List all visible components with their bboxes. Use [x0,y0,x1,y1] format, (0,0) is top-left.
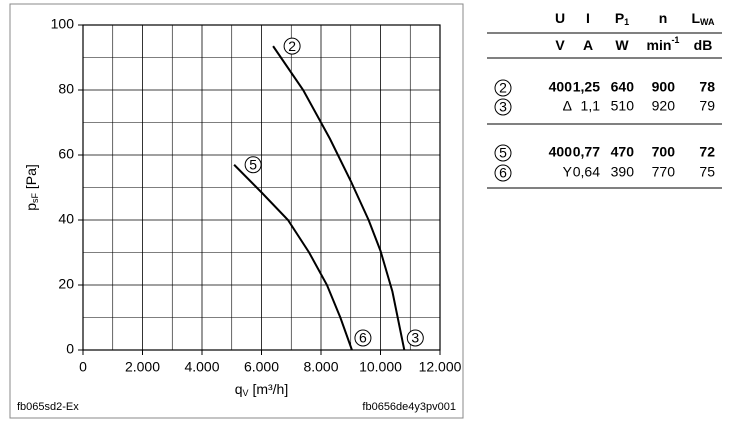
table-cell: 0,77 [573,144,600,160]
table-cell: 78 [699,79,715,95]
x-tick-label: 6.000 [244,359,279,375]
table-header: U [555,10,565,26]
y-tick-label: 80 [58,81,74,97]
header-main: W [615,37,629,53]
curve-marker [283,37,301,55]
table-header: I [586,10,590,26]
header-main: P [615,10,624,26]
y-tick-label: 40 [58,211,74,227]
curve-label: 6 [359,330,367,346]
table-cell: 470 [611,144,635,160]
header-main: A [583,37,593,53]
table-cell: 1,1 [581,98,601,114]
footnote: fb065sd2-Ex [17,401,79,413]
table-cell: 770 [652,164,676,180]
x-axis-label-rest: [m³/h] [249,381,289,397]
curve-label: 2 [288,38,296,54]
header-sub: 1 [624,17,629,27]
header-main: dB [694,37,713,53]
table-header: P1 [615,10,629,28]
x-tick-label: 10.000 [359,359,402,375]
row-label: 3 [499,99,507,115]
y-axis-label-rest: [Pa] [23,164,39,193]
header-sub: -1 [671,35,679,45]
y-tick-label: 0 [66,341,74,357]
table-cell: 510 [611,98,635,114]
header-main: min [647,37,672,53]
table-header: min-1 [647,35,680,52]
x-tick-label: 12.000 [419,359,462,375]
table-cell: 920 [652,98,676,114]
y-tick-label: 20 [58,276,74,292]
x-axis-label-sub: V [243,388,249,398]
table-cell: 79 [699,98,715,114]
y-axis-label-main: p [23,203,39,211]
x-axis-label: qV [m³/h] [235,381,288,399]
header-main: U [555,10,565,26]
y-tick-label: 60 [58,146,74,162]
table-cell: 1,25 [573,79,600,95]
table-cell: 400 [549,144,573,160]
row-marker [494,79,512,97]
table-header: dB [694,37,713,53]
table-header: W [615,37,629,53]
table-cell: 700 [652,144,676,160]
x-tick-label: 8.000 [303,359,338,375]
table-cell: Δ [563,98,572,114]
y-tick-label: 100 [51,16,75,32]
curve [272,45,406,351]
curve-marker [354,329,372,347]
table-header: V [555,37,565,53]
x-tick-label: 0 [79,359,87,375]
table-cell: 72 [699,144,715,160]
header-main: V [555,37,565,53]
header-main: I [586,10,590,26]
curve-marker [244,156,262,174]
table-cell: Y [563,164,573,180]
y-axis-label: psF [Pa] [23,164,41,211]
curve-marker [406,329,424,347]
row-marker [494,144,512,162]
x-axis-label-main: q [235,381,243,397]
plot-frame [82,24,441,351]
header-sub: WA [700,17,715,27]
x-tick-label: 4.000 [184,359,219,375]
table-header: n [659,10,668,26]
row-label: 2 [499,80,507,96]
table-header: LWA [691,10,715,28]
table-cell: 900 [652,79,676,95]
table-cell: 0,64 [573,164,600,180]
table-cell: 640 [611,79,635,95]
table-cell: 400 [549,79,573,95]
y-axis-label-sub: sF [30,193,40,204]
header-main: L [691,10,700,26]
table-cell: 75 [699,164,715,180]
header-main: n [659,10,668,26]
row-label: 5 [499,145,507,161]
chart-frame [9,3,464,419]
table-header: A [583,37,593,53]
row-marker [494,164,512,182]
table-cell: 390 [611,164,635,180]
x-tick-label: 2.000 [125,359,160,375]
curve [233,164,353,351]
curve-label: 3 [411,330,419,346]
footnote: fb0656de4y3pv001 [362,401,456,413]
curve-label: 5 [249,156,257,172]
row-label: 6 [499,165,507,181]
row-marker [494,98,512,116]
